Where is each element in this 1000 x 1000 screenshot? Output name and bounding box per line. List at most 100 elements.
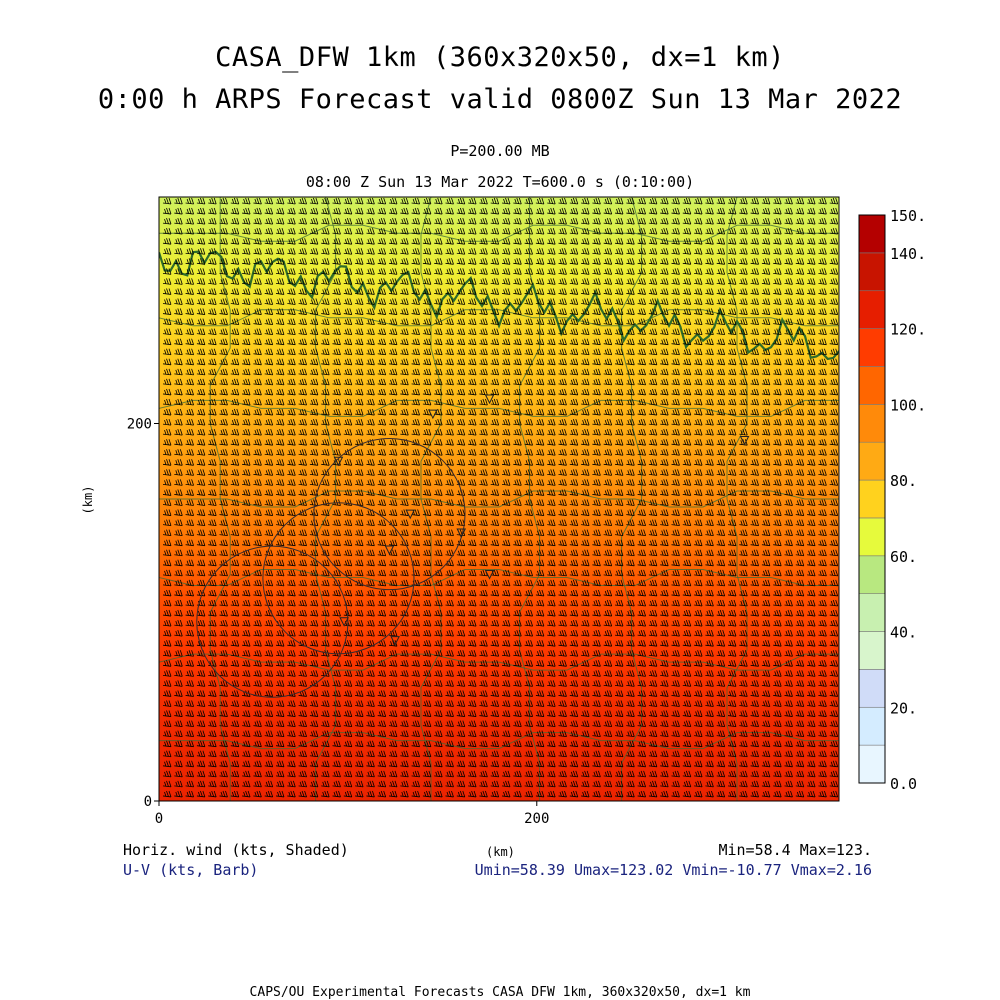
wind-barb (637, 589, 646, 597)
wind-barb (784, 398, 793, 406)
wind-barb (456, 780, 466, 788)
wind-barb (716, 268, 726, 275)
wind-barb (682, 469, 692, 476)
wind-barb (513, 479, 522, 486)
wind-barb (592, 579, 601, 587)
wind-barb (716, 619, 726, 627)
wind-barb (400, 258, 409, 265)
wind-barb (343, 700, 353, 707)
wind-barb (468, 288, 477, 295)
wind-barb (208, 780, 217, 788)
wind-barb (513, 619, 522, 627)
wind-barb (626, 710, 635, 717)
wind-barb (298, 509, 307, 516)
wind-barb (377, 730, 387, 738)
wind-barb (377, 529, 387, 537)
wind-barb (230, 599, 240, 607)
wind-barb (660, 770, 669, 778)
wind-barb (829, 720, 839, 727)
wind-barb (727, 630, 737, 637)
wind-barb (660, 630, 669, 637)
wind-barb (366, 439, 375, 446)
wind-barb (614, 418, 624, 426)
wind-barb (773, 207, 782, 215)
wind-barb (739, 238, 748, 245)
wind-barb (513, 298, 522, 305)
wind-barb (275, 650, 285, 657)
wind-barb (434, 378, 443, 386)
wind-barb (208, 609, 217, 617)
wind-barb (185, 197, 194, 205)
wind-barb (162, 328, 172, 336)
wind-barb (716, 308, 726, 315)
wind-barb (807, 720, 816, 727)
wind-barb (761, 589, 771, 597)
wind-barb (456, 519, 466, 526)
wind-barb (377, 318, 387, 325)
wind-barb (694, 690, 703, 697)
wind-barb (829, 228, 839, 235)
wind-barb (230, 619, 240, 627)
wind-barb (501, 489, 511, 496)
wind-barb (343, 248, 353, 255)
wind-barb (309, 197, 319, 205)
wind-barb (750, 228, 759, 235)
wind-barb (671, 328, 680, 336)
wind-barb (558, 589, 567, 597)
wind-barb (377, 268, 387, 275)
wind-barb (750, 790, 759, 798)
wind-barb (626, 388, 635, 396)
wind-barb (185, 228, 194, 235)
wind-barb (694, 439, 703, 446)
wind-barb (366, 207, 375, 215)
wind-barb (434, 398, 443, 406)
wind-barb (513, 519, 522, 526)
wind-barb (366, 248, 375, 255)
wind-barb (682, 328, 692, 336)
wind-barb (648, 268, 658, 275)
wind-barb (773, 630, 782, 637)
wind-barb (162, 539, 172, 547)
wind-barb (275, 589, 285, 597)
wind-barb (400, 368, 409, 376)
wind-barb (727, 579, 737, 587)
wind-barb (196, 358, 206, 366)
wind-barb (660, 378, 669, 386)
wind-barb (547, 278, 556, 285)
wind-barb (275, 760, 285, 768)
wind-barb (750, 630, 759, 637)
wind-barb (343, 439, 353, 446)
wind-barb (411, 459, 420, 466)
wind-barb (196, 228, 206, 235)
wind-barb (298, 217, 307, 225)
wind-barb (795, 238, 805, 245)
wind-barb (513, 228, 522, 235)
wind-barb (648, 730, 658, 738)
wind-barb (807, 398, 816, 406)
wind-barb (626, 489, 635, 496)
wind-barb (558, 368, 567, 376)
wind-barb (694, 338, 703, 346)
wind-barb (366, 328, 375, 336)
wind-barb (671, 640, 680, 647)
wind-barb (343, 710, 353, 717)
wind-barb (614, 680, 624, 687)
wind-barb (185, 640, 194, 647)
wind-barb (377, 258, 387, 265)
wind-barb (445, 358, 454, 366)
wind-barb (298, 489, 307, 496)
wind-barb (343, 378, 353, 386)
wind-barb (185, 700, 194, 707)
wind-barb (388, 720, 398, 727)
wind-barb (535, 650, 545, 657)
wind-barb (400, 519, 409, 526)
wind-barb (682, 318, 692, 325)
wind-barb (468, 489, 477, 496)
wind-barb (388, 207, 398, 215)
wind-barb (581, 539, 590, 547)
wind-barb (671, 238, 680, 245)
wind-barb (739, 378, 748, 386)
wind-barb (196, 740, 206, 748)
wind-barb (434, 770, 443, 778)
wind-barb (501, 248, 511, 255)
